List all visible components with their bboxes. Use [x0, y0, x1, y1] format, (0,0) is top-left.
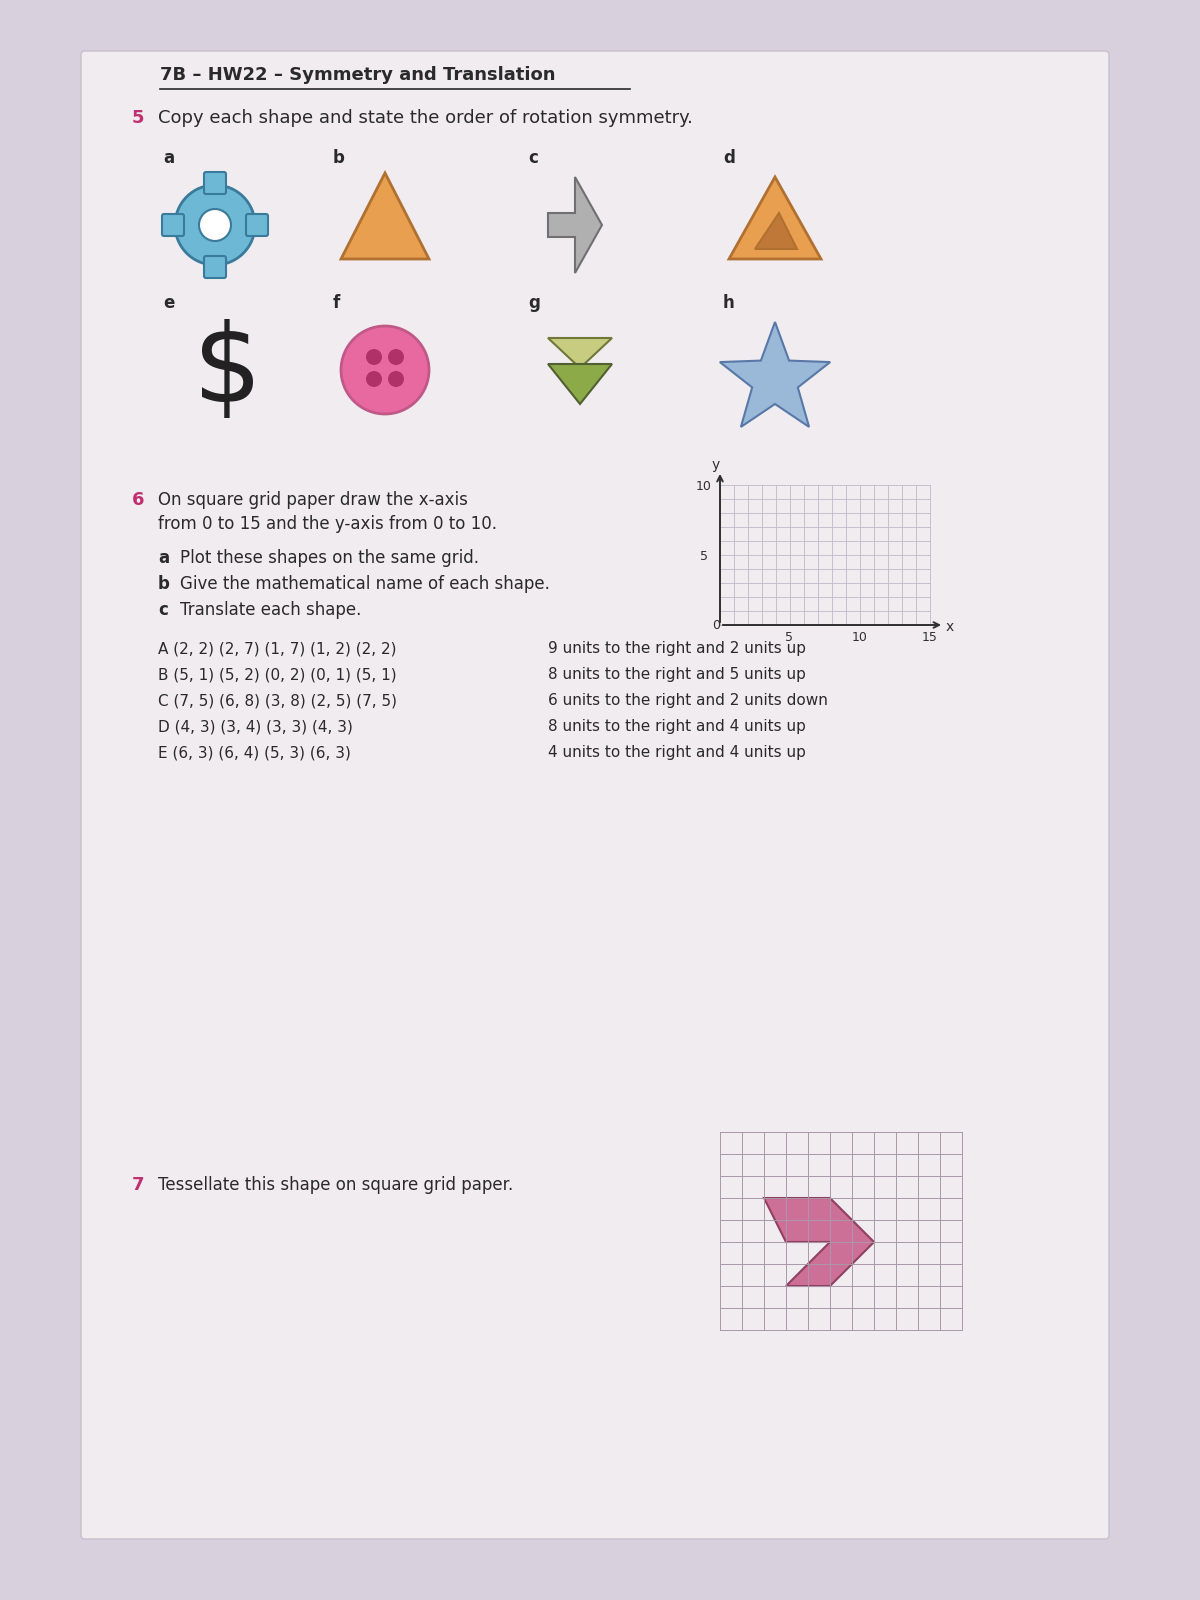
Text: Tessellate this shape on square grid paper.: Tessellate this shape on square grid pap… — [158, 1176, 514, 1194]
Polygon shape — [730, 178, 821, 259]
Text: 4 units to the right and 4 units up: 4 units to the right and 4 units up — [548, 746, 806, 760]
Circle shape — [175, 186, 256, 266]
FancyBboxPatch shape — [246, 214, 268, 235]
Text: a: a — [158, 549, 169, 566]
Text: from 0 to 15 and the y-axis from 0 to 10.: from 0 to 15 and the y-axis from 0 to 10… — [158, 515, 497, 533]
FancyBboxPatch shape — [82, 51, 1109, 1539]
Text: E (6, 3) (6, 4) (5, 3) (6, 3): E (6, 3) (6, 4) (5, 3) (6, 3) — [158, 746, 350, 760]
Text: A (2, 2) (2, 7) (1, 7) (1, 2) (2, 2): A (2, 2) (2, 7) (1, 7) (1, 2) (2, 2) — [158, 642, 396, 656]
Text: b: b — [334, 149, 344, 166]
Text: y: y — [712, 458, 720, 472]
Text: D (4, 3) (3, 4) (3, 3) (4, 3): D (4, 3) (3, 4) (3, 3) (4, 3) — [158, 718, 353, 734]
Text: x: x — [946, 619, 954, 634]
Polygon shape — [720, 322, 830, 427]
Text: 0: 0 — [712, 619, 720, 632]
Text: Copy each shape and state the order of rotation symmetry.: Copy each shape and state the order of r… — [158, 109, 692, 126]
Text: C (7, 5) (6, 8) (3, 8) (2, 5) (7, 5): C (7, 5) (6, 8) (3, 8) (2, 5) (7, 5) — [158, 693, 397, 707]
Text: b: b — [158, 574, 170, 594]
Polygon shape — [764, 1198, 874, 1286]
Text: B (5, 1) (5, 2) (0, 2) (0, 1) (5, 1): B (5, 1) (5, 2) (0, 2) (0, 1) (5, 1) — [158, 667, 397, 682]
Text: 8 units to the right and 5 units up: 8 units to the right and 5 units up — [548, 667, 806, 682]
Text: 6 units to the right and 2 units down: 6 units to the right and 2 units down — [548, 693, 828, 707]
Text: c: c — [158, 602, 168, 619]
Polygon shape — [548, 338, 612, 368]
FancyBboxPatch shape — [204, 256, 226, 278]
Text: f: f — [334, 294, 341, 312]
Text: 10: 10 — [852, 630, 868, 643]
Text: c: c — [528, 149, 538, 166]
Text: 6: 6 — [132, 491, 144, 509]
Circle shape — [366, 349, 382, 365]
Text: Give the mathematical name of each shape.: Give the mathematical name of each shape… — [180, 574, 550, 594]
Text: g: g — [528, 294, 540, 312]
Circle shape — [388, 371, 404, 387]
Text: 5: 5 — [132, 109, 144, 126]
Circle shape — [388, 349, 404, 365]
Text: Plot these shapes on the same grid.: Plot these shapes on the same grid. — [180, 549, 479, 566]
Text: 7: 7 — [132, 1176, 144, 1194]
Text: d: d — [722, 149, 734, 166]
Circle shape — [341, 326, 430, 414]
Text: 5: 5 — [700, 550, 708, 563]
Circle shape — [366, 371, 382, 387]
Text: e: e — [163, 294, 174, 312]
Text: Translate each shape.: Translate each shape. — [180, 602, 361, 619]
Text: 15: 15 — [922, 630, 938, 643]
Text: a: a — [163, 149, 174, 166]
Text: 5: 5 — [785, 630, 793, 643]
Text: 7B – HW22 – Symmetry and Translation: 7B – HW22 – Symmetry and Translation — [160, 66, 556, 83]
Text: 10: 10 — [696, 480, 712, 493]
Polygon shape — [341, 173, 430, 259]
Text: On square grid paper draw the x-axis: On square grid paper draw the x-axis — [158, 491, 468, 509]
Text: 8 units to the right and 4 units up: 8 units to the right and 4 units up — [548, 718, 806, 734]
Polygon shape — [755, 213, 797, 250]
Polygon shape — [548, 365, 612, 403]
FancyBboxPatch shape — [162, 214, 184, 235]
Text: 9 units to the right and 2 units up: 9 units to the right and 2 units up — [548, 642, 806, 656]
FancyBboxPatch shape — [204, 171, 226, 194]
Circle shape — [199, 210, 230, 242]
Polygon shape — [548, 178, 602, 274]
Text: $: $ — [193, 318, 262, 426]
Text: h: h — [722, 294, 734, 312]
